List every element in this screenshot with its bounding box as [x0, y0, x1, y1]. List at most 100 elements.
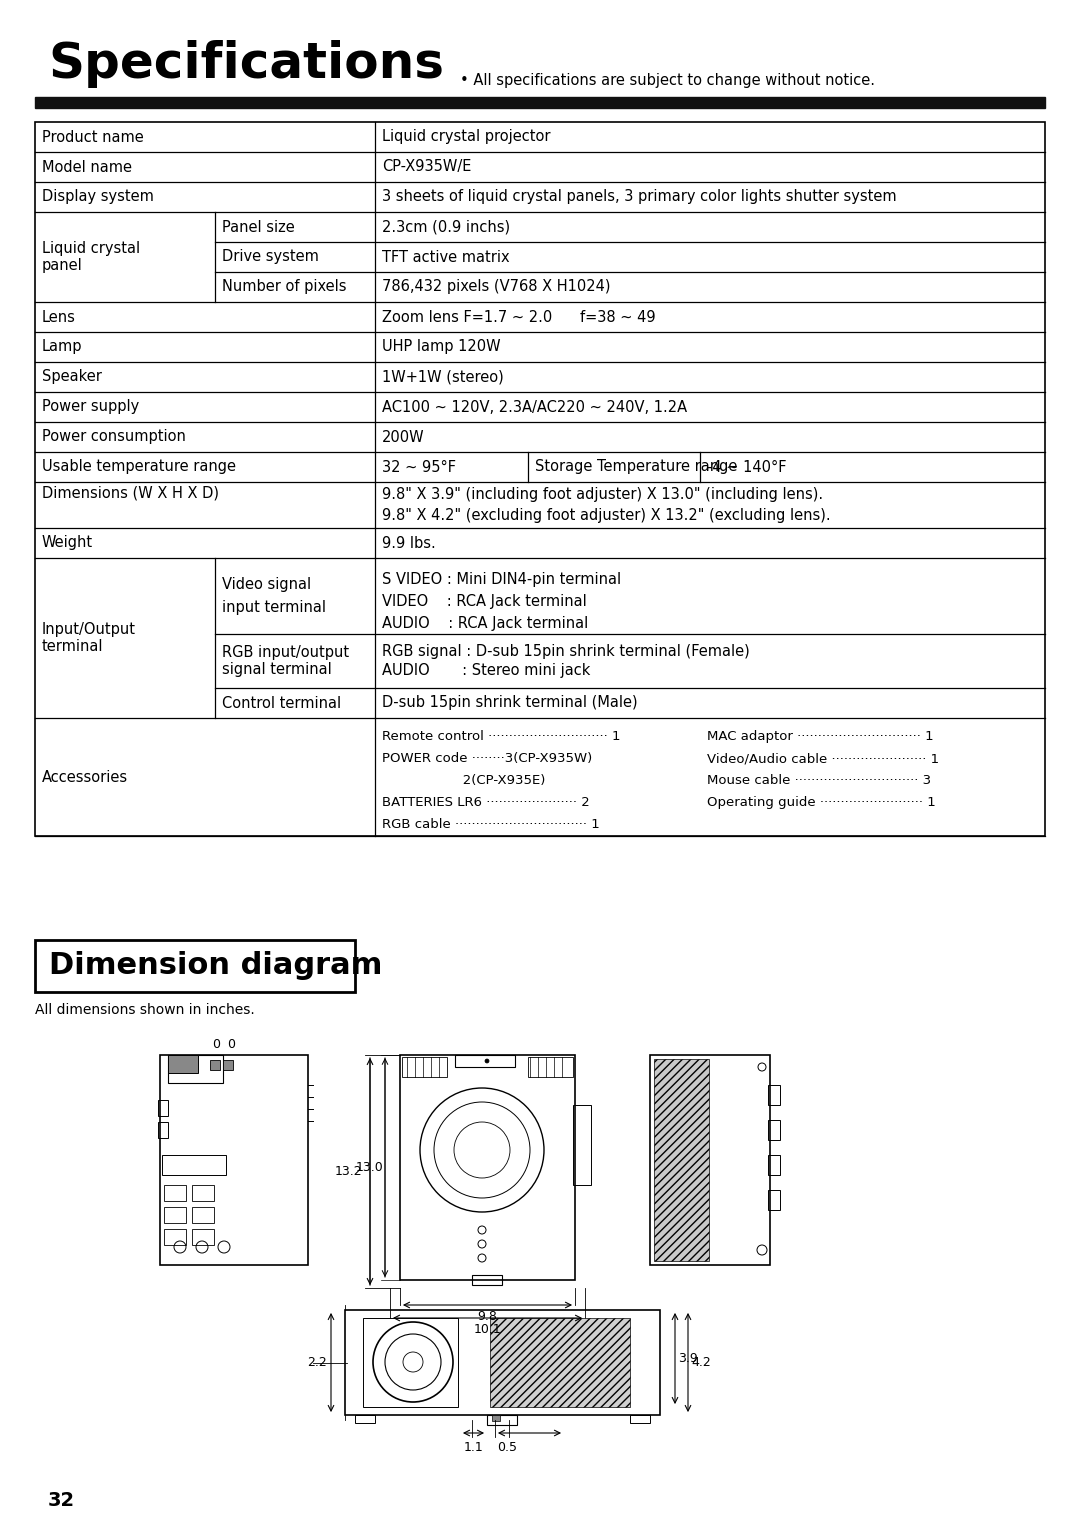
Text: 2.3cm (0.9 inchs): 2.3cm (0.9 inchs): [382, 220, 510, 234]
Text: AC100 ~ 120V, 2.3A/AC220 ~ 240V, 1.2A: AC100 ~ 120V, 2.3A/AC220 ~ 240V, 1.2A: [382, 399, 687, 414]
Text: RGB cable ································ 1: RGB cable ······························…: [382, 817, 599, 831]
Bar: [487, 1415, 517, 1426]
Bar: [490, 1319, 630, 1407]
Text: Speaker: Speaker: [42, 370, 102, 385]
Text: RGB input/output: RGB input/output: [222, 645, 349, 660]
Bar: [472, 1274, 502, 1285]
Text: • All specifications are subject to change without notice.: • All specifications are subject to chan…: [460, 72, 875, 87]
Bar: [400, 1054, 575, 1280]
Text: Operating guide ························· 1: Operating guide ························…: [707, 796, 935, 808]
Text: 786,432 pixels (V768 X H1024): 786,432 pixels (V768 X H1024): [382, 280, 610, 295]
Text: 9.8: 9.8: [477, 1309, 498, 1323]
Text: 1W+1W (stereo): 1W+1W (stereo): [382, 370, 503, 385]
Bar: [768, 1120, 780, 1140]
Bar: [650, 1054, 770, 1265]
Text: Control terminal: Control terminal: [222, 695, 341, 711]
Text: Specifications: Specifications: [48, 40, 444, 89]
Text: 10.1: 10.1: [474, 1323, 501, 1335]
Text: 9.9 lbs.: 9.9 lbs.: [382, 535, 435, 550]
Text: S VIDEO : Mini DIN4-pin terminal: S VIDEO : Mini DIN4-pin terminal: [382, 571, 621, 587]
Bar: [345, 1309, 660, 1415]
Text: Video/Audio cable ······················· 1: Video/Audio cable ······················…: [707, 752, 940, 766]
Text: Video signal: Video signal: [222, 578, 311, 591]
Text: POWER code ········3(CP-X935W): POWER code ········3(CP-X935W): [382, 752, 592, 766]
Text: Weight: Weight: [42, 535, 93, 550]
Text: UHP lamp 120W: UHP lamp 120W: [382, 339, 501, 354]
Text: 32 ~ 95°F: 32 ~ 95°F: [382, 460, 456, 475]
Bar: [35, 940, 355, 992]
Text: 3 sheets of liquid crystal panels, 3 primary color lights shutter system: 3 sheets of liquid crystal panels, 3 pri…: [382, 189, 896, 205]
Text: Number of pixels: Number of pixels: [222, 280, 347, 295]
Text: Display system: Display system: [42, 189, 153, 205]
Bar: [210, 1060, 220, 1070]
Bar: [630, 1415, 650, 1423]
Text: Dimensions (W X H X D): Dimensions (W X H X D): [42, 486, 219, 501]
Bar: [164, 1207, 186, 1222]
Bar: [35, 122, 1045, 836]
Text: AUDIO       : Stereo mini jack: AUDIO : Stereo mini jack: [382, 663, 591, 678]
Text: Usable temperature range: Usable temperature range: [42, 460, 237, 475]
Text: -4 ~ 140°F: -4 ~ 140°F: [707, 460, 786, 475]
Bar: [168, 1054, 198, 1073]
Text: 4.2: 4.2: [691, 1355, 711, 1369]
Text: Drive system: Drive system: [222, 249, 319, 264]
Text: 9.8" X 3.9" (including foot adjuster) X 13.0" (including lens).: 9.8" X 3.9" (including foot adjuster) X …: [382, 487, 823, 503]
Bar: [192, 1186, 214, 1201]
Text: TFT active matrix: TFT active matrix: [382, 249, 510, 264]
Text: MAC adaptor ······························ 1: MAC adaptor ····························…: [707, 730, 933, 743]
Bar: [158, 1122, 168, 1138]
Text: D-sub 15pin shrink terminal (Male): D-sub 15pin shrink terminal (Male): [382, 695, 637, 711]
Circle shape: [485, 1059, 489, 1063]
Text: Power consumption: Power consumption: [42, 429, 186, 445]
Text: signal terminal: signal terminal: [222, 662, 332, 677]
Bar: [363, 1319, 458, 1407]
Bar: [192, 1229, 214, 1245]
Text: 0: 0: [212, 1039, 220, 1051]
Bar: [192, 1207, 214, 1222]
Bar: [402, 1057, 447, 1077]
Text: 32: 32: [48, 1490, 76, 1510]
Text: 1.1: 1.1: [464, 1441, 484, 1455]
Text: Power supply: Power supply: [42, 399, 139, 414]
Text: Input/Output
terminal: Input/Output terminal: [42, 622, 136, 654]
Text: 2(CP-X935E): 2(CP-X935E): [382, 775, 545, 787]
Text: Product name: Product name: [42, 130, 144, 145]
Text: BATTERIES LR6 ······················ 2: BATTERIES LR6 ······················ 2: [382, 796, 590, 808]
Text: Model name: Model name: [42, 159, 132, 174]
Text: Dimension diagram: Dimension diagram: [49, 952, 382, 981]
Bar: [654, 1059, 708, 1261]
Bar: [35, 96, 1045, 108]
Text: CP-X935W/E: CP-X935W/E: [382, 159, 471, 174]
Text: 13.2: 13.2: [335, 1164, 362, 1178]
Text: 9.8" X 4.2" (excluding foot adjuster) X 13.2" (excluding lens).: 9.8" X 4.2" (excluding foot adjuster) X …: [382, 507, 831, 523]
Bar: [162, 1155, 226, 1175]
Text: All dimensions shown in inches.: All dimensions shown in inches.: [35, 1002, 255, 1018]
Bar: [573, 1105, 591, 1186]
Text: Remote control ····························· 1: Remote control ·························…: [382, 730, 621, 743]
Text: 13.0: 13.0: [355, 1161, 383, 1174]
Text: 200W: 200W: [382, 429, 424, 445]
Bar: [164, 1229, 186, 1245]
Text: 0.5: 0.5: [497, 1441, 517, 1455]
Text: Panel size: Panel size: [222, 220, 295, 234]
Text: Lens: Lens: [42, 310, 76, 324]
Text: RGB signal : D-sub 15pin shrink terminal (Female): RGB signal : D-sub 15pin shrink terminal…: [382, 643, 750, 659]
Text: Liquid crystal
panel: Liquid crystal panel: [42, 241, 140, 274]
Text: 0: 0: [227, 1039, 235, 1051]
Text: VIDEO    : RCA Jack terminal: VIDEO : RCA Jack terminal: [382, 594, 586, 610]
Bar: [168, 1054, 222, 1083]
Bar: [768, 1190, 780, 1210]
Bar: [768, 1085, 780, 1105]
Bar: [355, 1415, 375, 1423]
Text: input terminal: input terminal: [222, 601, 326, 614]
Bar: [492, 1415, 500, 1421]
Bar: [528, 1057, 573, 1077]
Text: 2.2: 2.2: [307, 1355, 327, 1369]
Text: AUDIO    : RCA Jack terminal: AUDIO : RCA Jack terminal: [382, 616, 589, 631]
Bar: [455, 1054, 515, 1067]
Bar: [222, 1060, 233, 1070]
Text: Zoom lens F=1.7 ~ 2.0      f=38 ~ 49: Zoom lens F=1.7 ~ 2.0 f=38 ~ 49: [382, 310, 656, 324]
Text: Mouse cable ······························ 3: Mouse cable ····························…: [707, 775, 931, 787]
Bar: [768, 1155, 780, 1175]
Text: Storage Temperature range: Storage Temperature range: [535, 460, 738, 475]
